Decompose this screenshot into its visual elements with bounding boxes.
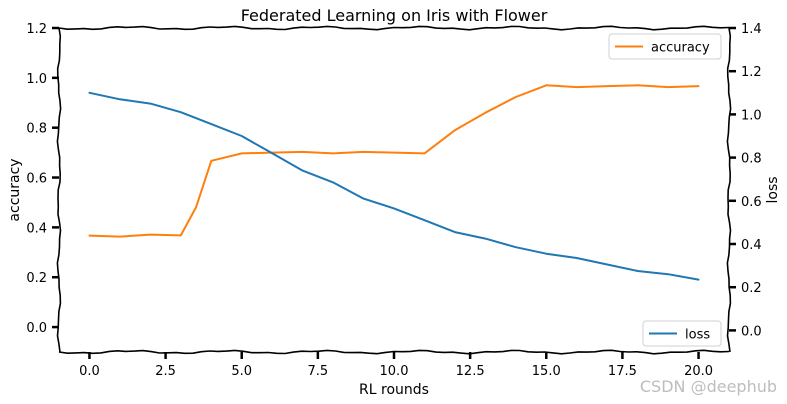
y-right-tick-label: 0.8 xyxy=(741,152,762,167)
legend-label: loss xyxy=(685,328,710,343)
y-right-tick-label: 1.4 xyxy=(741,22,762,37)
x-axis-label: RL rounds xyxy=(359,382,429,398)
y-left-tick-label: 1.0 xyxy=(26,72,47,87)
y-right-tick-label: 0.2 xyxy=(741,281,762,296)
plot-frame xyxy=(56,25,732,355)
x-tick-label: 20.0 xyxy=(684,364,713,379)
spine-bottom xyxy=(58,349,730,355)
series-line-loss xyxy=(88,91,700,281)
series-line-accuracy xyxy=(88,84,700,238)
y-left-tick-label: 1.2 xyxy=(26,22,47,37)
legend-loss: loss xyxy=(642,320,722,347)
y-right-tick-label: 0.6 xyxy=(741,195,762,210)
series-layer xyxy=(88,84,700,281)
legend-accuracy: accuracy xyxy=(608,33,722,60)
axes-layer: 0.0 2.5 5.0 7.5 10.0 12.5 15.0 17.5 20.0 0.0 0.2 0.… xyxy=(26,22,761,379)
legend-box xyxy=(608,33,722,60)
spine-top xyxy=(58,25,730,31)
y-left-tick-label: 0.4 xyxy=(26,221,47,236)
legend-label: accuracy xyxy=(651,41,710,56)
y-right-tick-label: 0.4 xyxy=(741,238,762,253)
legend-box xyxy=(642,320,722,347)
watermark: CSDN @deephub xyxy=(639,377,777,396)
chart-title: Federated Learning on Iris with Flower xyxy=(241,6,548,25)
y-left-tick-label: 0.8 xyxy=(26,122,47,137)
x-tick-label: 10.0 xyxy=(380,364,409,379)
x-tick-label: 7.5 xyxy=(308,364,329,379)
y-right-tick-label: 1.0 xyxy=(741,108,762,123)
x-tick-label: 17.5 xyxy=(608,364,637,379)
y-left-tick-label: 0.0 xyxy=(26,321,47,336)
spine-right xyxy=(726,27,732,353)
x-tick-label: 5.0 xyxy=(231,364,252,379)
y-right-tick-label: 1.2 xyxy=(741,65,762,80)
y-left-tick-label: 0.6 xyxy=(26,172,47,187)
y-right-tick-label: 0.0 xyxy=(741,324,762,339)
legend-layer: accuracy loss xyxy=(608,33,722,347)
y-left-tick-label: 0.2 xyxy=(26,271,47,286)
x-tick-label: 15.0 xyxy=(532,364,561,379)
x-tick-label: 2.5 xyxy=(155,364,176,379)
spine-left xyxy=(56,27,62,353)
x-tick-label: 12.5 xyxy=(456,364,485,379)
x-tick-label: 0.0 xyxy=(79,364,100,379)
y-left-axis-label: accuracy xyxy=(7,158,23,221)
y-right-axis-label: loss xyxy=(765,176,781,203)
